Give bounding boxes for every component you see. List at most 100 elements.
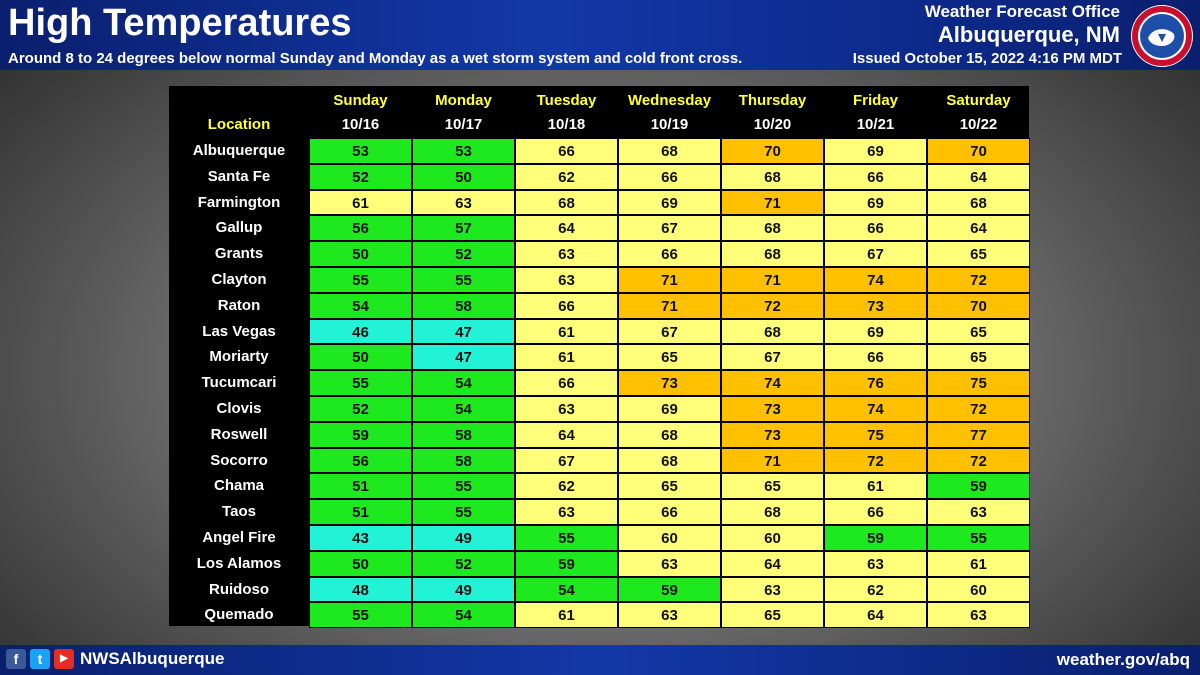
temperature-cell: 61 [824,473,927,500]
temperature-cell: 53 [309,138,412,164]
temperature-cell: 70 [721,138,824,164]
table-row: Clovis 52 54 63 69 73 74 72 [169,396,1030,422]
temperature-cell: 66 [824,344,927,371]
temperature-cell: 69 [824,189,927,216]
temperature-cell: 60 [721,525,824,551]
youtube-icon[interactable]: ▶ [54,649,74,669]
table-row: Clayton 55 55 63 71 71 74 72 [169,267,1030,293]
location-label: Taos [222,503,256,521]
location-label: Gallup [215,219,263,237]
temperature-cell: 63 [515,499,618,525]
table-row: Tucumcari 55 54 66 73 74 76 75 [169,370,1030,396]
temperature-cell: 50 [309,241,412,267]
temperature-cell: 71 [618,267,721,293]
temperature-cell: 55 [412,473,515,500]
temperature-cell: 63 [927,602,1030,629]
location-label: Los Alamos [196,554,282,572]
location-label: Chama [213,477,265,495]
temperature-cell: 66 [618,241,721,267]
location-label: Farmington [197,193,281,211]
column-date: 10/21 [856,116,895,133]
temperature-cell: 70 [927,138,1030,164]
temperature-cell: 69 [618,396,721,422]
temperature-cell: 47 [412,318,515,345]
temperature-cell: 63 [412,189,515,216]
website-link[interactable]: weather.gov/abq [1056,650,1190,669]
temperature-cell: 55 [309,267,412,293]
twitter-icon[interactable]: t [30,649,50,669]
location-label: Las Vegas [202,322,276,340]
temperature-cell: 66 [515,370,618,396]
table-row: Grants 50 52 63 66 68 67 65 [169,241,1030,267]
temperature-cell: 67 [824,241,927,267]
temperature-cell: 64 [927,163,1030,190]
location-label: Tucumcari [201,374,277,392]
temperature-cell: 59 [824,525,927,551]
temperature-cell: 64 [515,215,618,242]
location-label: Roswell [210,425,268,443]
temperature-cell: 59 [309,421,412,448]
location-label: Ruidoso [209,580,269,598]
temperature-cell: 63 [927,499,1030,525]
table-row: Socorro 56 58 67 68 71 72 72 [169,447,1030,474]
location-label: Clayton [211,271,267,288]
table-row: Los Alamos 50 52 59 63 64 63 61 [169,550,1030,577]
facebook-icon[interactable]: f [6,649,26,669]
temperature-cell: 72 [824,447,927,474]
temperature-cell: 68 [721,499,824,525]
temperature-cell: 59 [927,473,1030,500]
temperature-cell: 73 [824,292,927,319]
temperature-cell: 54 [412,370,515,396]
column-day: Saturday [946,92,1011,109]
temperature-cell: 60 [618,525,721,551]
temperature-cell: 67 [515,447,618,474]
table-row: Raton 54 58 66 71 72 73 70 [169,292,1030,319]
temperature-cell: 66 [515,292,618,319]
temperature-cell: 68 [618,421,721,448]
location-label: Raton [217,296,261,314]
temperature-cell: 68 [721,163,824,190]
temperature-cell: 63 [515,396,618,422]
temperature-cell: 60 [927,576,1030,603]
location-label: Grants [214,245,264,263]
temperature-cell: 64 [721,550,824,577]
temperature-cell: 72 [927,267,1030,293]
table-row: Angel Fire 43 49 55 60 60 59 55 [169,525,1030,551]
temperature-cell: 58 [412,292,515,319]
temperature-cell: 54 [412,602,515,629]
temperature-cell: 75 [927,370,1030,396]
temperature-cell: 71 [721,267,824,293]
temperature-cell: 52 [412,241,515,267]
temperature-cell: 55 [927,525,1030,551]
location-label: Angel Fire [202,529,276,546]
temperature-cell: 70 [927,292,1030,319]
column-date: 10/17 [444,116,483,133]
temperature-cell: 68 [618,447,721,474]
temperature-cell: 66 [618,499,721,525]
table-row: Chama 51 55 62 65 65 61 59 [169,473,1030,500]
temperature-cell: 77 [927,421,1030,448]
temperature-cell: 55 [309,370,412,396]
temperature-cell: 66 [618,163,721,190]
temperature-cell: 64 [927,215,1030,242]
location-label: Santa Fe [207,167,271,185]
temperature-cell: 64 [824,602,927,629]
column-date: 10/16 [341,116,380,133]
temperature-cell: 68 [515,189,618,216]
office-line-1: Weather Forecast Office [924,2,1120,21]
location-label: Socorro [210,451,268,469]
temperature-cell: 51 [309,473,412,500]
temperature-cell: 54 [309,292,412,319]
table-row: Ruidoso 48 49 54 59 63 62 60 [169,576,1030,603]
temperature-cell: 67 [721,344,824,371]
temperature-cell: 69 [824,318,927,345]
location-label: Moriarty [209,348,269,366]
temperature-cell: 59 [618,576,721,603]
temperature-cell: 63 [618,602,721,629]
column-header-monday: Monday 10/17 [412,86,515,138]
temperature-cell: 62 [824,576,927,603]
location-header: Location [207,116,271,133]
temperature-cell: 64 [515,421,618,448]
social-handle[interactable]: NWSAlbuquerque [80,649,225,668]
column-header-thursday: Thursday 10/20 [721,86,824,138]
